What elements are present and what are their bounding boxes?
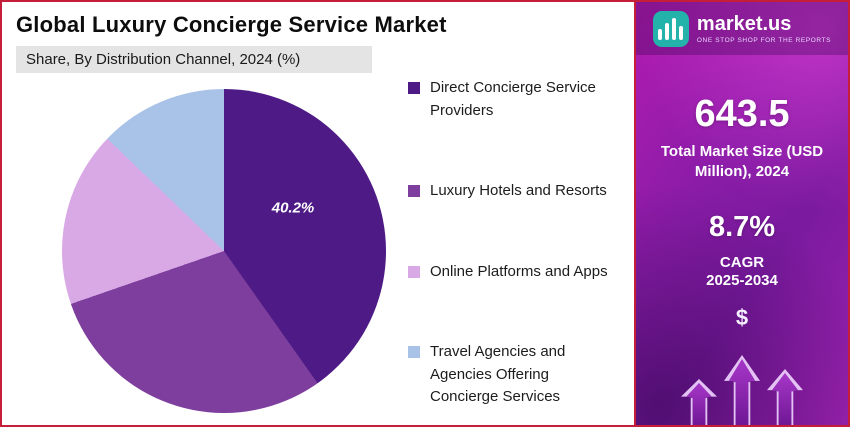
sidebar: market.us ONE STOP SHOP FOR THE REPORTS … xyxy=(634,2,848,425)
page-subtitle: Share, By Distribution Channel, 2024 (%) xyxy=(16,46,372,73)
market-size-label: Total Market Size (USD Million), 2024 xyxy=(660,143,824,180)
arrow-up-icon xyxy=(767,369,803,425)
cagr-period: 2025-2034 xyxy=(706,272,778,289)
legend-item: Online Platforms and Apps xyxy=(408,261,620,284)
cagr-label: CAGR xyxy=(719,254,765,271)
legend-marker xyxy=(408,82,420,94)
cagr-value: 8.7% xyxy=(708,211,776,243)
arrow-up-icon xyxy=(681,379,717,425)
legend-item: Luxury Hotels and Resorts xyxy=(408,180,620,203)
pie-chart xyxy=(62,89,386,413)
pie-wrapper: 40.2% xyxy=(62,89,392,419)
legend-item-label: Travel Agencies and Agencies Offering Co… xyxy=(430,343,566,406)
legend-item-label: Direct Concierge Service Providers xyxy=(430,79,596,119)
growth-arrows xyxy=(681,355,803,425)
page-title: Global Luxury Concierge Service Market xyxy=(16,12,447,37)
dollar-icon: $ xyxy=(735,305,749,330)
chart-row: 40.2% Direct Concierge Service Providers… xyxy=(16,77,634,419)
legend-marker xyxy=(408,185,420,198)
legend: Direct Concierge Service Providers Luxury… xyxy=(408,77,620,409)
legend-item: Direct Concierge Service Providers xyxy=(408,77,620,122)
brand-logo: market.us ONE STOP SHOP FOR THE REPORTS xyxy=(636,2,848,55)
brand-text: market.us ONE STOP SHOP FOR THE REPORTS xyxy=(696,13,832,45)
legend-marker xyxy=(408,265,420,278)
brand-logo-icon xyxy=(652,11,689,47)
chart-panel: Global Luxury Concierge Service Market S… xyxy=(2,2,634,425)
legend-item-label: Online Platforms and Apps xyxy=(430,262,608,280)
brand-name: market.us xyxy=(696,13,792,35)
pie-slice-label: 40.2% xyxy=(271,199,315,217)
legend-item: Travel Agencies and Agencies Offering Co… xyxy=(408,341,620,409)
legend-marker xyxy=(408,346,420,359)
arrow-up-icon xyxy=(724,355,760,425)
market-size-value: 643.5 xyxy=(694,93,790,135)
brand-tagline: ONE STOP SHOP FOR THE REPORTS xyxy=(696,37,832,44)
legend-item-label: Luxury Hotels and Resorts xyxy=(430,182,607,200)
